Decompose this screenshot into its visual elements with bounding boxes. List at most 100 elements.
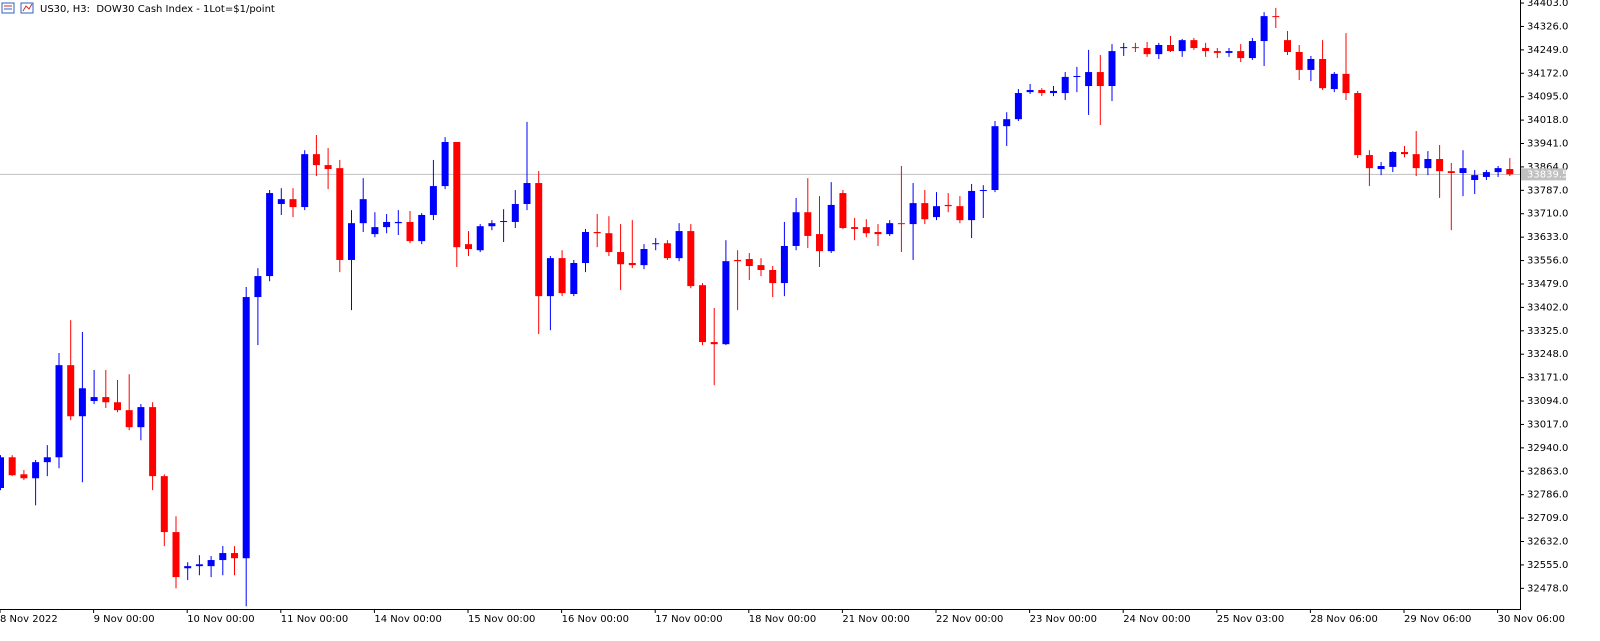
y-tick-label: 34326.0: [1527, 21, 1568, 32]
candle-body: [582, 231, 589, 263]
x-tick-label: 17 Nov 00:00: [655, 614, 722, 625]
x-tick-label: 11 Nov 00:00: [281, 614, 348, 625]
candle-body: [558, 258, 566, 294]
candle-body: [266, 193, 274, 277]
candle-body: [90, 397, 98, 402]
candle-body: [195, 564, 203, 567]
candle-body: [979, 190, 987, 192]
candle-body: [1447, 171, 1455, 174]
x-tick-label: 29 Nov 06:00: [1404, 614, 1471, 625]
icon-line: [22, 3, 33, 12]
x-tick-label: 9 Nov 00:00: [94, 614, 155, 625]
icon: [1, 2, 15, 14]
candle-body: [1342, 73, 1350, 94]
candle-body: [1436, 159, 1444, 172]
candle-body: [628, 262, 636, 266]
candle-body: [944, 204, 952, 207]
candle-body: [1272, 16, 1280, 18]
x-tick-label: 15 Nov 00:00: [468, 614, 535, 625]
y-tick-label: 33402.0: [1527, 302, 1568, 313]
y-tick-label: 34018.0: [1527, 115, 1568, 126]
candle-body: [1073, 76, 1081, 78]
candle-body: [207, 560, 215, 567]
candle-body: [792, 212, 800, 246]
candle-body: [277, 199, 285, 205]
candle-body: [968, 190, 976, 221]
candle-body: [336, 168, 344, 260]
chart-title: US30, H3: DOW30 Cash Index - 1Lot=$1/poi…: [40, 4, 275, 15]
candle-body: [897, 223, 905, 225]
y-tick-label: 33864.0: [1527, 162, 1568, 173]
y-tick-label: 33248.0: [1527, 349, 1568, 360]
candle-body: [652, 243, 660, 245]
candle-body: [1307, 58, 1315, 70]
candle-body: [780, 245, 788, 284]
candle-body: [839, 193, 847, 229]
x-tick-label: 8 Nov 2022: [0, 614, 58, 625]
candle-body: [231, 553, 238, 559]
candle-body: [1459, 168, 1467, 174]
candle-body: [394, 221, 402, 224]
candle-body: [453, 141, 461, 248]
x-tick-label: 28 Nov 06:00: [1310, 614, 1377, 625]
candle-body: [1108, 51, 1116, 87]
candle-body: [570, 262, 578, 295]
candle-body: [1003, 119, 1011, 127]
candle-body: [160, 476, 168, 533]
candle-body: [1506, 169, 1514, 175]
candle-body: [1225, 51, 1233, 53]
candle-body: [511, 204, 519, 222]
current-price-box: [1521, 168, 1566, 181]
candle-body: [699, 285, 706, 343]
candle-body: [1096, 72, 1104, 87]
candle-body: [125, 410, 133, 428]
candle-body: [605, 233, 613, 253]
candle-body: [137, 407, 145, 428]
candle-body: [921, 203, 929, 220]
candle-body: [1330, 73, 1338, 90]
candle-body: [1237, 51, 1245, 59]
candle-body: [8, 457, 16, 476]
candle-body: [851, 227, 859, 229]
candle-body: [1178, 40, 1186, 52]
candle-body: [687, 231, 695, 287]
candle-body: [535, 183, 543, 297]
y-tick-label: 34403.0: [1527, 0, 1568, 9]
candle-body: [722, 261, 730, 345]
candle-body: [348, 223, 355, 260]
candle-body: [172, 532, 180, 578]
candle-body: [500, 221, 508, 223]
x-tick-label: 24 Nov 00:00: [1123, 614, 1190, 625]
candle-body: [254, 276, 262, 298]
candle-body: [1213, 51, 1221, 53]
candle-body: [184, 566, 192, 569]
y-tick-label: 32478.0: [1527, 583, 1568, 594]
candle-body: [219, 553, 227, 561]
candle-body: [1319, 58, 1327, 89]
candle-body: [429, 186, 437, 215]
candle-body: [1014, 93, 1022, 120]
candle-body: [1284, 40, 1291, 52]
candle-body: [1050, 90, 1057, 94]
candle-body: [874, 231, 882, 235]
y-tick-label: 33017.0: [1527, 419, 1568, 430]
candle-body: [523, 183, 531, 205]
y-tick-label: 33787.0: [1527, 185, 1568, 196]
x-tick-label: 23 Nov 00:00: [1030, 614, 1097, 625]
candle-body: [1354, 93, 1362, 156]
candle-body: [956, 206, 964, 221]
candle-body: [675, 231, 683, 259]
candle-body: [617, 252, 625, 265]
candle-body: [1401, 152, 1408, 155]
candle-body: [1494, 168, 1502, 173]
candle-body: [359, 199, 367, 224]
candle-body: [383, 221, 391, 228]
x-tick-label: 22 Nov 00:00: [936, 614, 1003, 625]
candle-body: [32, 462, 40, 479]
candle-body: [1389, 152, 1397, 167]
candle-body: [816, 234, 823, 252]
candle-body: [43, 457, 51, 463]
x-tick-label: 16 Nov 00:00: [562, 614, 629, 625]
candle-body: [0, 457, 4, 488]
